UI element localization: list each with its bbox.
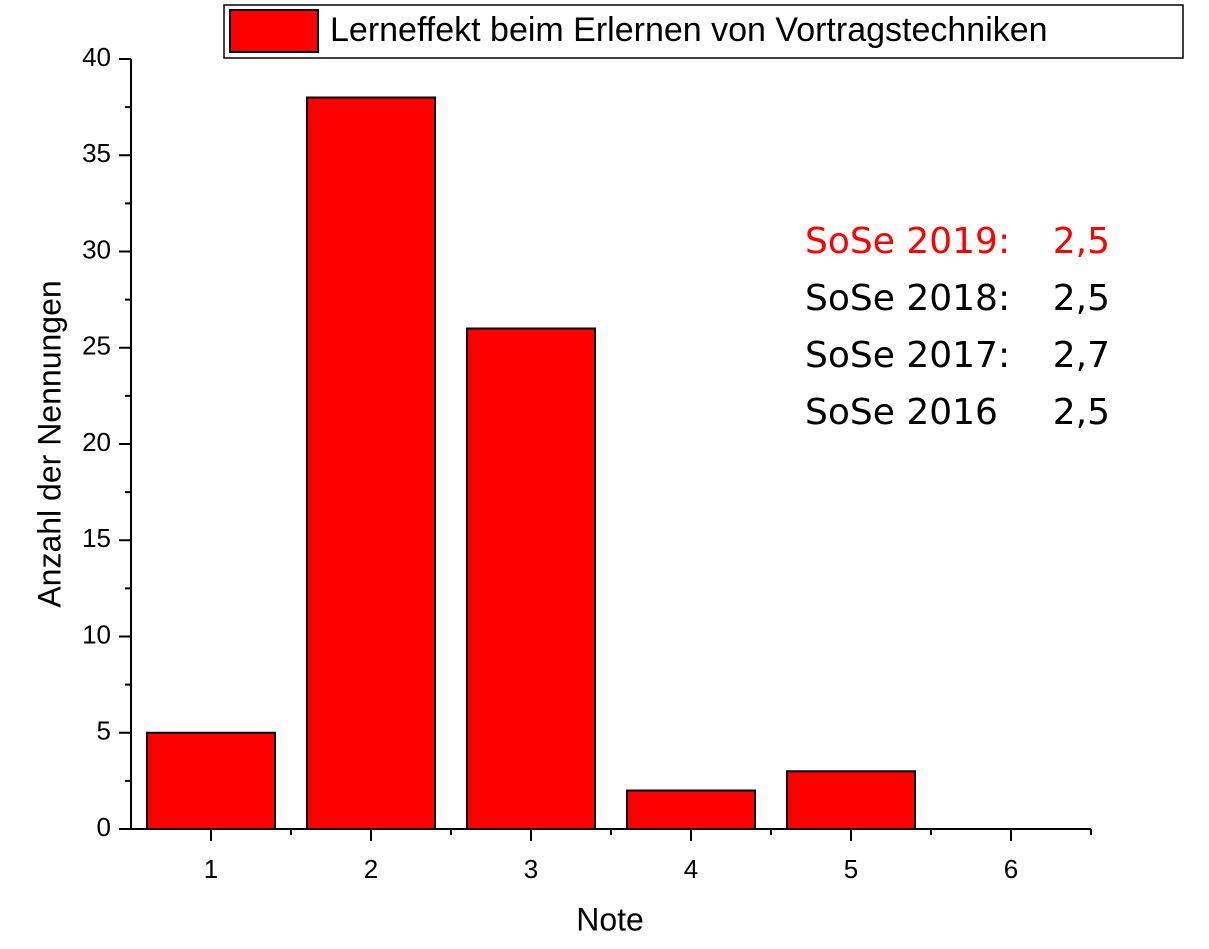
annotation-value: 2,5 <box>1053 392 1110 433</box>
legend-label: Lerneffekt beim Erlernen von Vortragstec… <box>330 11 1048 49</box>
bar <box>786 770 916 830</box>
legend-box <box>223 4 1184 59</box>
x-axis-title: Note <box>576 901 644 937</box>
bar <box>466 327 596 830</box>
y-tick-label: 25 <box>82 331 111 361</box>
y-tick-label: 35 <box>82 138 111 168</box>
y-tick-label: 15 <box>82 523 111 553</box>
x-tick-label: 1 <box>204 854 218 884</box>
y-tick-label: 10 <box>82 619 111 649</box>
x-tick-label: 5 <box>844 854 858 884</box>
annotation-value: 2,5 <box>1053 221 1110 262</box>
x-tick-label: 2 <box>364 854 378 884</box>
y-tick-label: 40 <box>82 42 111 72</box>
annotation-value: 2,7 <box>1053 335 1110 376</box>
y-tick-label: 5 <box>97 716 111 746</box>
x-tick-label: 4 <box>684 854 698 884</box>
y-axis-title: Anzahl der Nennungen <box>31 280 67 607</box>
y-tick-label: 20 <box>82 427 111 457</box>
bar <box>306 96 436 830</box>
bar <box>146 731 276 830</box>
x-tick-label: 6 <box>1004 854 1018 884</box>
y-tick-label: 30 <box>82 234 111 264</box>
annotation-label: SoSe 2018: <box>805 278 1010 319</box>
annotation-value: 2,5 <box>1053 278 1110 319</box>
y-tick-label: 0 <box>97 812 111 842</box>
annotation-label: SoSe 2017: <box>805 335 1010 376</box>
annotation-label: SoSe 2016 <box>805 392 998 433</box>
x-tick-label: 3 <box>524 854 538 884</box>
legend-swatch <box>229 9 319 53</box>
bar <box>626 789 756 830</box>
annotation-label: SoSe 2019: <box>805 221 1010 262</box>
